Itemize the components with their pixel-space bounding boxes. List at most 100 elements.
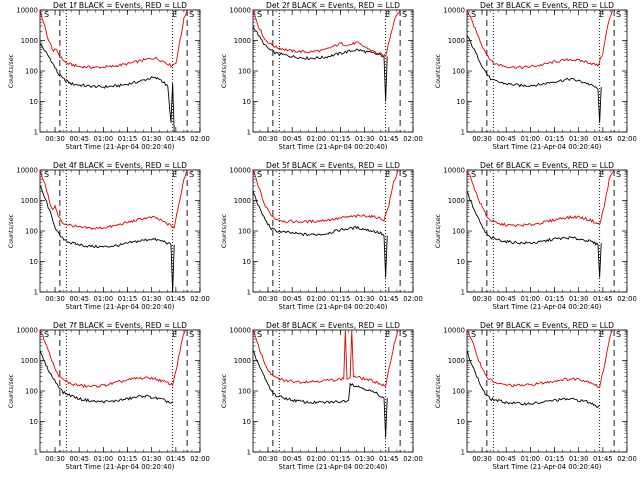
marker-letter-s: S — [402, 330, 407, 339]
x-tick-label: 00:30 — [472, 455, 492, 463]
x-tick-label: 01:00 — [521, 135, 541, 143]
y-tick-label: 1 — [461, 448, 465, 456]
y-tick-label: 1 — [34, 288, 38, 296]
y-tick-label: 10000 — [16, 166, 38, 174]
x-tick-label: 01:15 — [331, 135, 351, 143]
series-line-lld — [467, 170, 615, 228]
chart-panel-4: Det 4f BLACK = Events, RED = LLD 1 10 100 10… — [8, 161, 210, 311]
y-tick-label: 10000 — [16, 326, 38, 334]
marker-letter-s: S — [189, 330, 194, 339]
x-tick-label: 01:00 — [94, 135, 114, 143]
y-tick-label: 10000 — [229, 326, 251, 334]
x-tick-label: 00:45 — [282, 455, 302, 463]
marker-letter-e: E — [385, 10, 390, 19]
plot-frame — [252, 329, 414, 453]
chart-panel-8: Det 8f BLACK = Events, RED = LLD 1 10 100 10… — [221, 321, 423, 471]
plot-frame — [466, 9, 628, 133]
y-tick-label: 100 — [238, 67, 251, 75]
marker-letter-s: S — [257, 170, 262, 179]
x-tick-label: 00:45 — [282, 295, 302, 303]
chart-title: Det 7f BLACK = Events, RED = LLD — [53, 321, 187, 330]
series-line-events — [40, 43, 175, 132]
chart-panel-3: Det 3f BLACK = Events, RED = LLD 1 10 100 10… — [435, 1, 637, 151]
x-tick-label: 01:15 — [118, 455, 138, 463]
y-tick-label: 1000 — [21, 37, 38, 45]
marker-letter-e: E — [172, 330, 177, 339]
plot-frame — [252, 169, 414, 293]
marker-letter-e: E — [385, 170, 390, 179]
x-tick-label: 02:00 — [190, 135, 210, 143]
series-line-events — [253, 349, 388, 438]
marker-letter-e: E — [599, 10, 604, 19]
y-tick-label: 100 — [25, 67, 38, 75]
chart-title: Det 5f BLACK = Events, RED = LLD — [266, 161, 400, 170]
y-tick-label: 100 — [452, 387, 465, 395]
y-tick-label: 10000 — [16, 6, 38, 14]
y-tick-label: 1000 — [21, 357, 38, 365]
marker-letter-s: S — [257, 330, 262, 339]
y-tick-label: 1000 — [234, 357, 251, 365]
chart-title: Det 3f BLACK = Events, RED = LLD — [480, 1, 614, 10]
y-tick-label: 10000 — [229, 6, 251, 14]
plot-frame — [252, 9, 414, 133]
series-line-lld — [253, 10, 401, 58]
x-tick-label: 01:45 — [593, 455, 613, 463]
marker-letter-e: E — [599, 330, 604, 339]
x-tick-label: 01:15 — [331, 455, 351, 463]
marker-letter-s: S — [471, 10, 476, 19]
chart-panel-5: Det 5f BLACK = Events, RED = LLD 1 10 100 10… — [221, 161, 423, 311]
y-tick-label: 1000 — [448, 357, 465, 365]
y-tick-label: 10000 — [443, 6, 465, 14]
y-axis-label: Counts/sec — [8, 53, 15, 88]
marker-letter-e: E — [172, 10, 177, 19]
x-tick-label: 00:45 — [69, 135, 89, 143]
y-axis-label: Counts/sec — [221, 373, 228, 408]
series-line-events — [40, 185, 175, 292]
x-tick-label: 00:45 — [69, 455, 89, 463]
series-line-events — [467, 349, 600, 409]
marker-letter-s: S — [189, 170, 194, 179]
marker-letter-s: S — [616, 330, 621, 339]
y-tick-label: 10000 — [229, 166, 251, 174]
x-tick-label: 00:30 — [45, 135, 65, 143]
x-tick-label: 02:00 — [403, 135, 423, 143]
x-tick-label: 01:00 — [307, 455, 327, 463]
marker-letter-s: S — [616, 10, 621, 19]
series-line-lld — [253, 170, 399, 224]
x-tick-label: 00:45 — [496, 295, 516, 303]
x-tick-label: 01:45 — [593, 295, 613, 303]
chart-title: Det 8f BLACK = Events, RED = LLD — [266, 321, 400, 330]
marker-letter-s: S — [44, 10, 49, 19]
x-tick-label: 01:30 — [355, 295, 375, 303]
y-tick-label: 1000 — [448, 197, 465, 205]
x-tick-label: 01:45 — [379, 455, 399, 463]
plot-frame — [466, 329, 628, 453]
y-tick-label: 1000 — [448, 37, 465, 45]
marker-letter-s: S — [471, 330, 476, 339]
chart-panel-7: Det 7f BLACK = Events, RED = LLD 1 10 100 10… — [8, 321, 210, 471]
series-line-lld — [467, 10, 613, 70]
x-tick-label: 00:30 — [258, 455, 278, 463]
x-tick-label: 02:00 — [617, 135, 637, 143]
y-axis-label: Counts/sec — [435, 53, 442, 88]
y-tick-label: 100 — [25, 387, 38, 395]
marker-letter-s: S — [402, 170, 407, 179]
y-tick-label: 1 — [34, 448, 38, 456]
series-line-lld — [253, 330, 399, 387]
series-line-lld — [467, 330, 613, 388]
x-tick-label: 01:15 — [331, 295, 351, 303]
chart-panel-9: Det 9f BLACK = Events, RED = LLD 1 10 100 10… — [435, 321, 637, 471]
x-tick-label: 01:15 — [545, 295, 565, 303]
y-tick-label: 1 — [247, 128, 251, 136]
plot-frame — [466, 169, 628, 293]
x-axis-label: Start Time (21-Apr-04 00:20:40) — [66, 303, 175, 311]
x-tick-label: 01:45 — [166, 295, 186, 303]
x-tick-label: 02:00 — [403, 455, 423, 463]
series-line-lld — [40, 170, 188, 231]
x-tick-label: 00:30 — [45, 455, 65, 463]
x-tick-label: 00:45 — [496, 135, 516, 143]
x-tick-label: 01:15 — [545, 135, 565, 143]
marker-letter-e: E — [172, 170, 177, 179]
x-tick-label: 01:45 — [166, 455, 186, 463]
